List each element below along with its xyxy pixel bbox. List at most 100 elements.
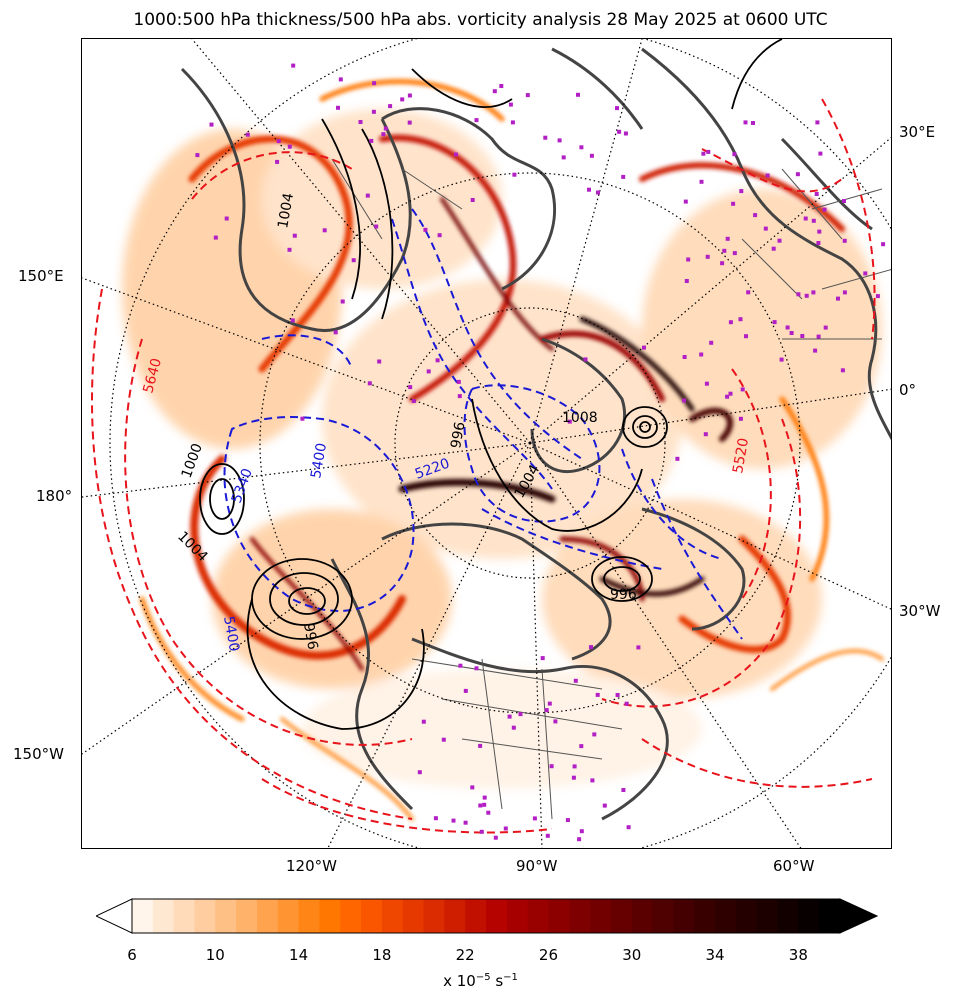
station-marker (338, 77, 343, 82)
station-marker (437, 233, 442, 238)
station-marker (822, 207, 827, 212)
station-marker (785, 325, 790, 330)
station-marker (499, 84, 504, 88)
colorbar-swatch (402, 899, 425, 933)
station-marker (470, 198, 475, 202)
mslp-label: 1000 (179, 441, 206, 480)
station-marker (532, 816, 537, 821)
station-marker (816, 334, 821, 339)
station-marker (292, 233, 297, 238)
colorbar-swatch (673, 899, 695, 933)
station-marker (508, 102, 513, 107)
mslp-label: 996 (610, 587, 637, 603)
station-marker (478, 803, 483, 808)
colorbar-swatch (756, 899, 779, 933)
station-marker (290, 318, 295, 323)
lon-label-120w: 120°W (286, 857, 337, 875)
station-marker (596, 190, 600, 195)
station-marker (371, 109, 376, 114)
station-marker (813, 348, 818, 353)
station-marker (592, 732, 597, 737)
colorbar-swatch (715, 899, 737, 933)
station-marker (746, 290, 751, 295)
station-marker (615, 693, 620, 697)
station-marker (738, 416, 743, 421)
station-marker (875, 294, 880, 299)
colorbar-swatch (319, 899, 341, 933)
thickness-warm-contours (91, 98, 876, 834)
colorbar-tick-label: 30 (622, 946, 642, 964)
station-marker (474, 666, 479, 671)
lon-label-150w: 150°W (13, 745, 64, 763)
station-marker (545, 833, 550, 838)
station-marker (407, 93, 412, 98)
colorbar-label-unit: s (490, 972, 504, 990)
station-marker (333, 330, 338, 335)
station-marker (705, 254, 710, 259)
station-marker (722, 248, 727, 253)
map-panel[interactable]: 5640 5520 5400 5340 5400 5220 1004 1000 … (81, 38, 892, 849)
lon-label-180: 180° (36, 487, 73, 505)
station-marker (322, 228, 327, 233)
station-marker (451, 818, 456, 823)
mslp-label: 1004 (275, 192, 297, 230)
colorbar-label-prefix: x 10 (443, 972, 476, 990)
colorbar-swatch (798, 899, 820, 933)
station-marker (365, 193, 370, 198)
station-marker (704, 381, 709, 386)
lon-label-30w: 30°W (899, 602, 941, 620)
station-marker (753, 213, 758, 218)
station-marker (777, 238, 782, 243)
lon-label-150e: 150°E (18, 267, 64, 285)
station-marker (441, 737, 446, 742)
station-marker (583, 357, 588, 362)
mslp-contours (199, 39, 783, 730)
colorbar-swatch (194, 899, 216, 933)
station-marker (615, 106, 619, 111)
station-marker (624, 701, 629, 706)
station-marker (796, 292, 801, 297)
station-marker (725, 394, 730, 399)
station-marker (573, 678, 578, 683)
thickness-cold-label: 5400 (308, 442, 330, 480)
station-marker (836, 296, 840, 301)
colorbar-swatch (527, 899, 549, 933)
station-marker (276, 139, 281, 144)
station-marker (463, 820, 468, 825)
colorbar-swatch (652, 899, 674, 933)
lon-label-60w: 60°W (773, 857, 815, 875)
station-marker (675, 456, 680, 461)
station-marker (682, 355, 687, 359)
station-marker (383, 126, 388, 131)
station-marker (800, 334, 805, 338)
station-marker (275, 159, 280, 164)
map-title: 1000:500 hPa thickness/500 hPa abs. vort… (133, 10, 828, 30)
station-marker (367, 381, 372, 386)
station-marker (816, 241, 821, 245)
station-marker (772, 320, 777, 325)
station-marker (195, 153, 200, 158)
colorbar-swatch (486, 899, 508, 933)
station-marker (595, 692, 600, 697)
station-marker (426, 369, 431, 374)
station-marker (453, 152, 458, 157)
station-marker (340, 299, 345, 304)
station-marker (417, 770, 422, 775)
station-marker (720, 261, 725, 266)
station-marker (744, 334, 748, 339)
station-marker (732, 152, 737, 157)
station-marker (561, 155, 566, 160)
station-marker (482, 795, 487, 800)
station-marker (381, 132, 386, 137)
station-marker (421, 719, 426, 724)
station-marker (683, 199, 688, 204)
station-marker (492, 89, 497, 94)
station-marker (817, 229, 822, 234)
station-marker (682, 398, 687, 403)
station-marker (547, 701, 552, 706)
station-marker (589, 153, 594, 158)
mslp-label: 1008 (562, 410, 598, 426)
station-marker (435, 358, 440, 363)
station-marker (503, 826, 508, 831)
station-marker (287, 247, 292, 252)
